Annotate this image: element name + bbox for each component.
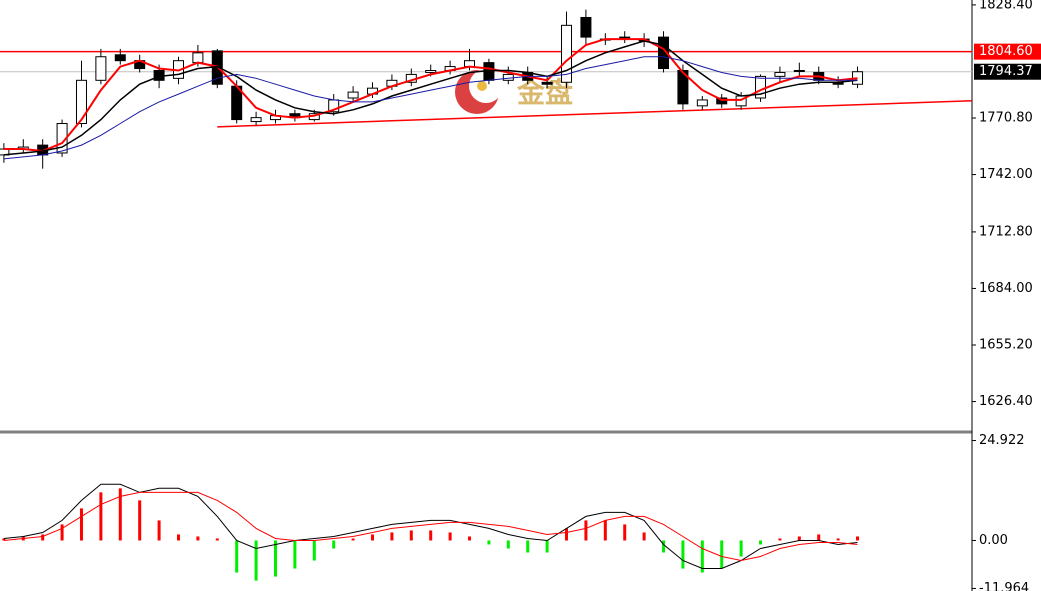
candle-body: [619, 36, 631, 39]
macd-bar: [157, 520, 161, 541]
candle-body: [347, 91, 359, 99]
y-tick-label: 1770.80: [979, 111, 1033, 126]
last-price-label: 1794.37: [979, 64, 1033, 79]
candle-body: [75, 79, 87, 125]
y-tick-label: 1626.40: [979, 394, 1033, 409]
macd-bar: [700, 540, 704, 573]
y-tick-label: 1742.00: [979, 167, 1033, 182]
macd-bar: [118, 488, 122, 541]
indicator-line: [3, 40, 858, 156]
macd-bar: [545, 540, 549, 553]
macd-bar: [60, 524, 64, 541]
macd-bar: [99, 492, 103, 541]
candle-body: [114, 54, 126, 62]
trendline: [217, 99, 973, 128]
indicator-line: [3, 38, 858, 153]
macd-bar: [836, 538, 840, 541]
macd-bar: [584, 520, 588, 541]
macd-bar: [215, 538, 219, 541]
candle-body: [716, 97, 728, 105]
macd-bar: [254, 540, 258, 581]
y-tick-label: 1828.40: [979, 0, 1033, 12]
candle-body: [696, 99, 708, 107]
macd-bar: [2, 538, 6, 541]
macd-bar: [623, 524, 627, 541]
logo-dot: [477, 81, 487, 91]
macd-bar: [506, 540, 510, 549]
macd-bar: [390, 532, 394, 541]
candle-body: [561, 24, 573, 83]
candle-body: [580, 16, 592, 38]
last-price-box: [974, 63, 1041, 80]
candle-body: [425, 69, 437, 73]
candle-body: [192, 52, 204, 64]
candle-body: [541, 81, 553, 85]
candle-body: [658, 36, 670, 70]
macd-bar: [487, 540, 491, 545]
macd-bar: [351, 538, 355, 541]
watermark-logo: [455, 69, 503, 114]
macd-bar: [565, 528, 569, 541]
macd-bar: [468, 536, 472, 541]
macd-bar: [797, 536, 801, 541]
macd-bar: [41, 534, 45, 541]
macd-bar: [293, 540, 297, 569]
candle-body: [677, 69, 689, 105]
y-tick-label: 1684.00: [979, 281, 1033, 296]
level-label-box: [974, 43, 1041, 60]
indicator-line: [3, 491, 858, 562]
candle-body: [0, 148, 10, 156]
macd-bar: [739, 540, 743, 557]
indicator-line: [3, 56, 858, 160]
level-label: 1804.60: [979, 44, 1033, 59]
macd-bar: [332, 540, 336, 549]
candle-body: [250, 117, 262, 123]
macd-bar: [720, 540, 724, 569]
macd-bar: [429, 530, 433, 541]
macd-bar: [642, 532, 646, 541]
macd-bar: [856, 536, 860, 541]
y-tick-label: 24.922: [979, 433, 1025, 448]
macd-bar: [681, 540, 685, 569]
macd-bar: [176, 534, 180, 541]
indicator-line: [3, 483, 858, 569]
macd-bar: [448, 532, 452, 541]
macd-bar: [371, 534, 375, 541]
candle-body: [793, 69, 805, 72]
macd-bar: [603, 520, 607, 541]
macd-bar: [817, 534, 821, 541]
macd-bar: [526, 540, 530, 553]
macd-bar: [235, 540, 239, 573]
macd-bar: [409, 530, 413, 541]
y-tick-label: 0.00: [979, 533, 1008, 548]
y-tick-label: 1712.80: [979, 224, 1033, 239]
macd-bar: [662, 540, 666, 553]
candle-body: [95, 56, 107, 81]
candle-body: [502, 73, 514, 81]
candle-body: [774, 71, 786, 77]
y-tick-label: -11.964: [979, 581, 1029, 591]
macd-bar: [196, 536, 200, 541]
macd-bar: [759, 540, 763, 545]
macd-bar: [138, 500, 142, 541]
macd-bar: [778, 538, 782, 541]
macd-bar: [312, 540, 316, 561]
macd-bar: [273, 540, 277, 577]
macd-bar: [79, 508, 83, 541]
y-tick-label: 1655.20: [979, 338, 1033, 353]
